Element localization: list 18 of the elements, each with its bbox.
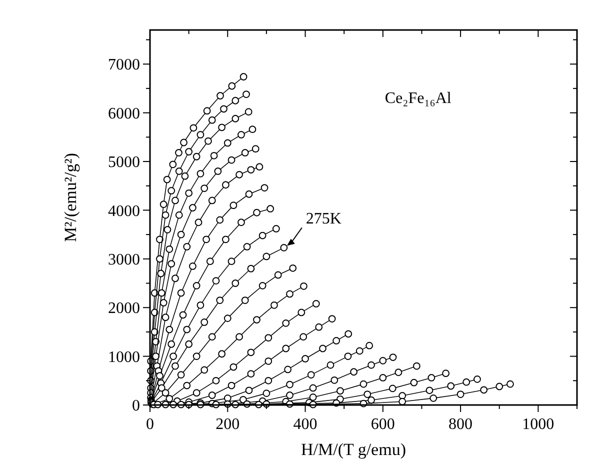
y-tick-label: 7000 — [108, 56, 140, 74]
y-axis-title: M²/(emu²/g²) — [61, 153, 80, 242]
x-tick-label: 600 — [370, 416, 395, 433]
annotation: Ce₂Fe₁₆Al — [384, 90, 452, 107]
x-tick-label: 0 — [146, 416, 154, 433]
x-tick-label: 1000 — [522, 416, 554, 433]
y-tick-label: 5000 — [108, 154, 140, 172]
x-tick-label: 800 — [448, 416, 473, 433]
x-tick-label: 400 — [293, 416, 318, 433]
x-axis-title: H/M/(T g/emu) — [301, 440, 406, 459]
y-tick-label: 6000 — [108, 105, 140, 122]
y-tick-label: 1000 — [108, 348, 140, 366]
y-tick-label: 3000 — [108, 251, 140, 268]
annotation: 275K — [306, 210, 342, 228]
y-tick-label: 2000 — [108, 300, 140, 318]
y-tick-label: 0 — [132, 398, 140, 415]
x-tick-label: 200 — [216, 416, 240, 433]
y-tick-label: 4000 — [108, 202, 140, 220]
